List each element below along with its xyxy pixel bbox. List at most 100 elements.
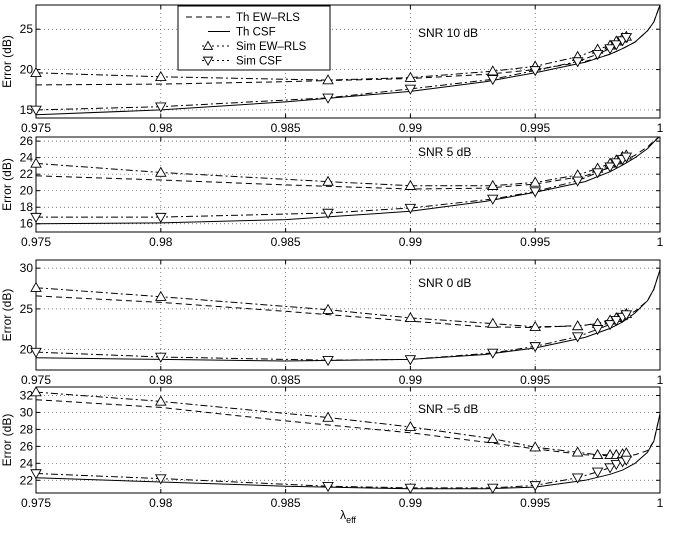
data-point	[529, 320, 541, 332]
series-sim-csf	[36, 36, 627, 111]
data-point	[604, 463, 616, 474]
x-tick-label: 0.985	[271, 373, 301, 387]
y-tick-label: 30	[20, 405, 34, 419]
y-axis-label: Error (dB)	[0, 35, 14, 88]
series-sim-csf	[36, 314, 627, 361]
plot-frame	[35, 259, 661, 371]
data-point	[604, 162, 616, 173]
x-tick-label: 0.975	[21, 235, 51, 249]
data-point	[155, 102, 167, 113]
data-point	[322, 303, 334, 314]
series-line	[36, 137, 660, 190]
legend-label: Sim CSF	[236, 56, 282, 68]
data-point	[529, 342, 541, 353]
data-point	[155, 70, 167, 82]
data-point	[620, 152, 633, 163]
plot-frame	[35, 4, 661, 119]
series-th-ew-rls	[36, 5, 660, 86]
data-point	[529, 66, 541, 77]
x-tick-label: 0.995	[520, 235, 550, 249]
x-tick-label: 0.975	[21, 373, 51, 387]
data-point	[486, 432, 499, 443]
data-point	[404, 483, 417, 494]
data-point	[322, 175, 334, 186]
legend-box	[177, 5, 331, 71]
y-tick-label: 20	[20, 63, 34, 77]
snr-annotation: SNR −5 dB	[418, 402, 478, 416]
data-point	[30, 66, 42, 77]
y-tick-label: 18	[20, 200, 34, 214]
y-tick-label: 20	[20, 343, 34, 357]
data-point	[404, 84, 417, 95]
data-point	[571, 176, 584, 187]
x-tick-label: 1	[657, 121, 664, 135]
panel-1: 0.975 0.98 0.985 0.99 0.995 1 15 20 25 Error (dB)…	[0, 4, 664, 135]
data-point	[604, 320, 616, 331]
series-line	[36, 314, 627, 361]
snr-annotation: SNR 5 dB	[418, 145, 471, 159]
data-point	[591, 448, 604, 460]
legend-marker	[202, 56, 214, 66]
y-tick-label: 26	[20, 439, 34, 453]
x-tick-label: 0.985	[271, 496, 301, 510]
data-point	[610, 40, 623, 51]
data-point	[529, 176, 541, 187]
series-sim-ew-rls	[36, 391, 627, 456]
x-tick-label: 1	[657, 373, 664, 387]
series-line	[36, 5, 660, 86]
legend: Th EW–RLS Th CSF Sim EW–RLS Sim CSF	[177, 5, 331, 71]
x-axis-label: λeff	[340, 508, 356, 525]
y-tick-label: 24	[20, 456, 34, 470]
data-point	[155, 352, 167, 363]
series-line	[36, 269, 660, 329]
x-tick-label: 0.975	[21, 496, 51, 510]
series-line	[36, 36, 627, 111]
data-point	[155, 290, 167, 301]
data-point	[404, 179, 417, 190]
series-line	[36, 459, 627, 489]
data-point	[486, 317, 499, 328]
data-point	[30, 157, 42, 168]
x-tick-label: 0.99	[399, 373, 423, 387]
data-point	[155, 474, 167, 485]
y-tick-label: 25	[20, 302, 34, 316]
data-point	[322, 356, 334, 367]
legend-label: Sim EW–RLS	[236, 41, 307, 53]
data-point	[571, 57, 584, 68]
series-line	[36, 156, 627, 218]
y-tick-label: 22	[20, 167, 34, 181]
series-line	[36, 269, 660, 362]
x-tick-label: 0.985	[271, 121, 301, 135]
data-point	[30, 212, 42, 224]
data-point	[591, 325, 604, 336]
data-point	[30, 281, 42, 292]
legend-marker	[202, 40, 214, 50]
data-point	[486, 348, 499, 359]
data-point	[610, 316, 623, 327]
series-th-ew-rls	[36, 399, 660, 457]
data-point	[486, 75, 499, 86]
legend-label: Th CSF	[236, 27, 276, 39]
y-tick-label: 26	[20, 134, 34, 148]
series-line	[36, 399, 660, 457]
data-point	[591, 50, 604, 61]
x-tick-label: 0.995	[520, 496, 550, 510]
data-point	[571, 446, 584, 457]
data-point	[529, 187, 541, 198]
data-point	[322, 208, 334, 219]
data-point	[620, 33, 633, 44]
data-point	[486, 483, 499, 494]
data-point	[30, 386, 42, 397]
plot-frame	[35, 386, 661, 494]
y-tick-label: 16	[20, 217, 34, 231]
data-point	[529, 481, 541, 492]
series-sim-csf	[36, 459, 627, 489]
data-point	[486, 179, 499, 190]
series-sim-csf	[36, 156, 627, 218]
series-line	[36, 287, 627, 328]
data-point	[610, 158, 623, 169]
data-point	[30, 469, 42, 480]
y-tick-label: 22	[20, 473, 34, 487]
x-axis-label-main: λ	[340, 508, 346, 522]
